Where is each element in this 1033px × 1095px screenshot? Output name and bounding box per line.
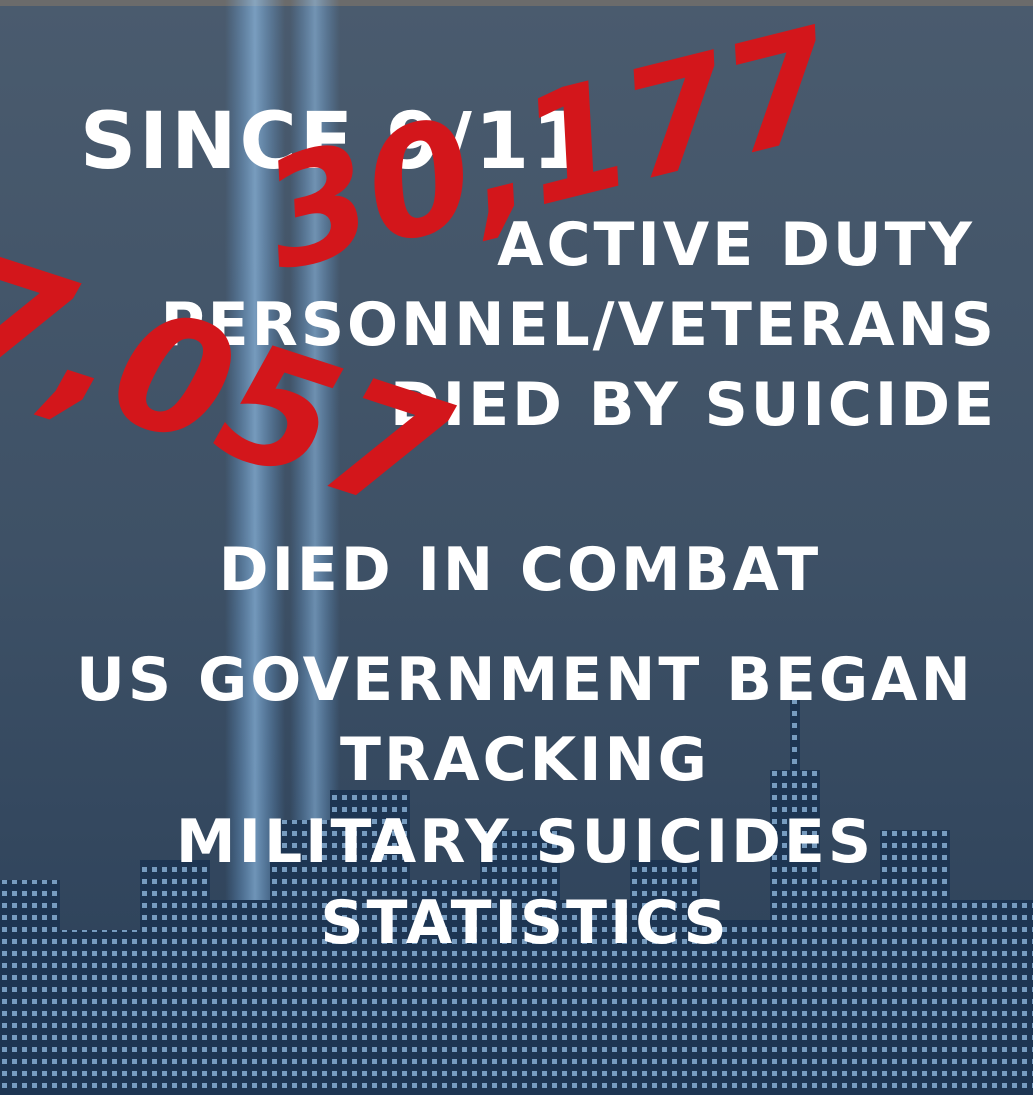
footer-line: MILITARY SUICIDES bbox=[176, 807, 874, 877]
footer-line: TRACKING bbox=[340, 725, 710, 795]
suicide-line: DIED BY SUICIDE bbox=[390, 370, 997, 440]
combat-line: DIED IN COMBAT bbox=[219, 535, 821, 605]
poster: SINCE 9/11 ACTIVE DUTY PERSONNEL/VETERAN… bbox=[0, 0, 1033, 1095]
footer-line: US GOVERNMENT BEGAN bbox=[76, 645, 974, 715]
top-border bbox=[0, 0, 1033, 6]
footer-line: STATISTICS bbox=[320, 888, 729, 958]
